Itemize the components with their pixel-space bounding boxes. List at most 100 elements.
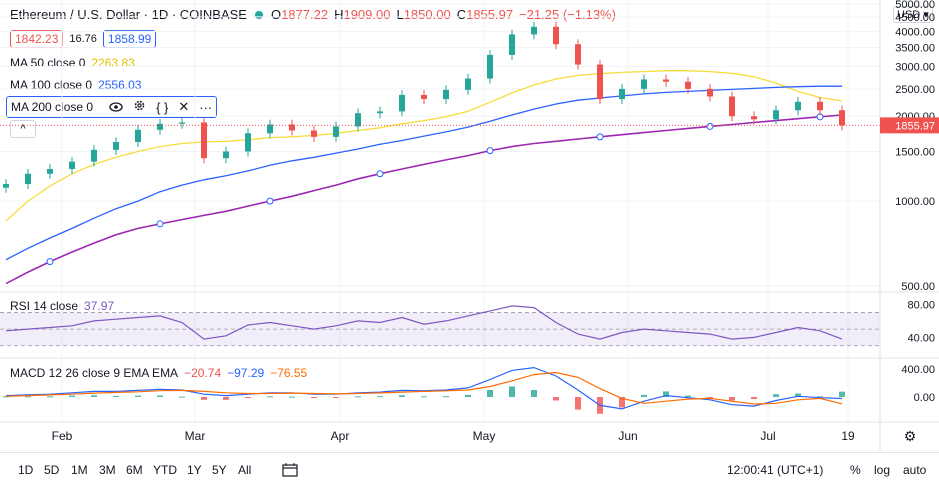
- candle-body: [487, 54, 493, 79]
- macd-histogram-bar: [465, 394, 471, 397]
- candle-body: [443, 89, 449, 100]
- candle-body: [223, 151, 229, 159]
- candle-body: [641, 79, 647, 89]
- range-5y[interactable]: 5Y: [212, 463, 227, 477]
- candle-body: [663, 79, 669, 82]
- symbol-legend: Ethereum / U.S. Dollar · 1D · COINBASE O…: [10, 7, 622, 22]
- macd-legend[interactable]: MACD 12 26 close 9 EMA EMA −20.74 −97.29…: [10, 366, 307, 380]
- rsi-pane: [0, 305, 880, 347]
- candle-body: [3, 183, 9, 188]
- price-tick-label: 1000.00: [895, 196, 935, 208]
- range-3m[interactable]: 3M: [99, 463, 116, 477]
- log-toggle[interactable]: log: [874, 463, 891, 477]
- low-label: L: [396, 7, 404, 22]
- candle-body: [157, 123, 163, 130]
- date-range-icon[interactable]: [282, 463, 298, 480]
- macd-histogram-bar: [773, 394, 779, 397]
- macd-histogram-bar: [641, 394, 647, 397]
- macd-histogram-bar: [421, 396, 427, 398]
- low-value: 1850.00: [403, 7, 451, 22]
- ma200-marker: [706, 122, 714, 130]
- last-price-label: 1855.97: [895, 120, 935, 132]
- range-6m[interactable]: 6M: [126, 463, 143, 477]
- candle-body: [553, 26, 559, 45]
- macd-histogram-bar: [179, 396, 185, 398]
- macd-histogram-bar: [355, 396, 361, 398]
- candle-body: [839, 110, 845, 126]
- range-ytd[interactable]: YTD: [153, 463, 177, 477]
- braces-icon[interactable]: { }: [156, 99, 169, 115]
- percent-toggle[interactable]: %: [850, 463, 861, 477]
- candle-body: [267, 124, 273, 134]
- more-icon[interactable]: ···: [199, 99, 213, 115]
- macd-histogram-bar: [707, 397, 713, 399]
- settings-gear-icon[interactable]: ⚙: [904, 428, 917, 444]
- grid-lines: [0, 0, 880, 422]
- candle-body: [751, 116, 757, 120]
- range-5d[interactable]: 5D: [44, 463, 60, 477]
- macd-tick-label: 400.00: [901, 364, 935, 376]
- macd-histogram-bar: [157, 395, 163, 397]
- range-1d[interactable]: 1D: [18, 463, 34, 477]
- gear-icon[interactable]: [133, 99, 146, 115]
- candle-body: [729, 96, 735, 117]
- collapse-legend-button[interactable]: ^: [10, 120, 36, 138]
- ma200-marker: [486, 147, 494, 155]
- close-icon[interactable]: ✕: [178, 99, 190, 114]
- time-tick-label: Apr: [331, 429, 350, 443]
- macd-histogram-bar: [377, 396, 383, 398]
- price-tick-label: 4500.00: [895, 12, 935, 24]
- currency-select[interactable]: USD ▾: [893, 6, 933, 23]
- candle-body: [377, 111, 383, 114]
- market-status-dot: [254, 10, 263, 19]
- macd-histogram-bar: [399, 395, 405, 397]
- range-all[interactable]: All: [238, 463, 252, 477]
- time-tick-label: Jul: [760, 429, 775, 443]
- clock[interactable]: 12:00:41 (UTC+1): [727, 463, 824, 477]
- last-price-badge: [880, 117, 939, 134]
- close-label: C: [456, 7, 467, 22]
- rsi-legend[interactable]: RSI 14 close 37.97: [10, 299, 114, 313]
- macd-histogram-bar: [113, 395, 119, 397]
- time-tick-label: Feb: [52, 429, 73, 443]
- macd-signal-value: −97.29: [227, 366, 265, 380]
- price-tick-label: 5000.00: [895, 0, 935, 11]
- macd-histogram-bar: [487, 390, 493, 397]
- candle-body: [817, 101, 823, 111]
- macd-tick-label: 0.00: [914, 392, 935, 404]
- price-pane: [0, 22, 880, 285]
- macd-histogram-bar: [751, 397, 757, 400]
- auto-toggle[interactable]: auto: [903, 463, 927, 477]
- time-tick-label: Mar: [185, 429, 206, 443]
- macd-histogram-bar: [531, 390, 537, 397]
- macd-pane: [3, 366, 845, 414]
- ma200-label: MA 200 close 0: [11, 100, 94, 114]
- macd-histogram-bar: [333, 397, 339, 398]
- candle-body: [707, 88, 713, 97]
- macd-value: −20.74: [184, 366, 222, 380]
- ma200-box[interactable]: MA 200 close 0 { } ✕ ···: [6, 96, 218, 118]
- rsi-tick-label: 80.00: [907, 299, 935, 311]
- ma200-legend[interactable]: MA 200 close 0 { } ✕ ···: [6, 96, 218, 118]
- candle-body: [575, 44, 581, 65]
- candle-body: [333, 126, 339, 137]
- rsi-band: [0, 312, 880, 346]
- macd-histogram-bar: [729, 397, 735, 401]
- ma50-line: [5, 70, 843, 222]
- candle-body: [509, 34, 515, 55]
- macd-label: MACD 12 26 close 9 EMA EMA: [10, 366, 179, 380]
- symbol-title[interactable]: Ethereum / U.S. Dollar · 1D · COINBASE: [10, 7, 247, 22]
- candle-body: [619, 88, 625, 100]
- range-1y[interactable]: 1Y: [187, 463, 202, 477]
- candle-body: [795, 101, 801, 111]
- eye-icon[interactable]: [109, 100, 123, 115]
- macd-histogram-bar: [619, 397, 625, 408]
- candle-body: [69, 161, 75, 169]
- macd-histogram-bar: [575, 397, 581, 410]
- rsi-value: 37.97: [84, 299, 115, 313]
- macd-histogram-bar: [795, 393, 801, 397]
- range-1m[interactable]: 1M: [71, 463, 88, 477]
- macd-histogram-bar: [223, 397, 229, 400]
